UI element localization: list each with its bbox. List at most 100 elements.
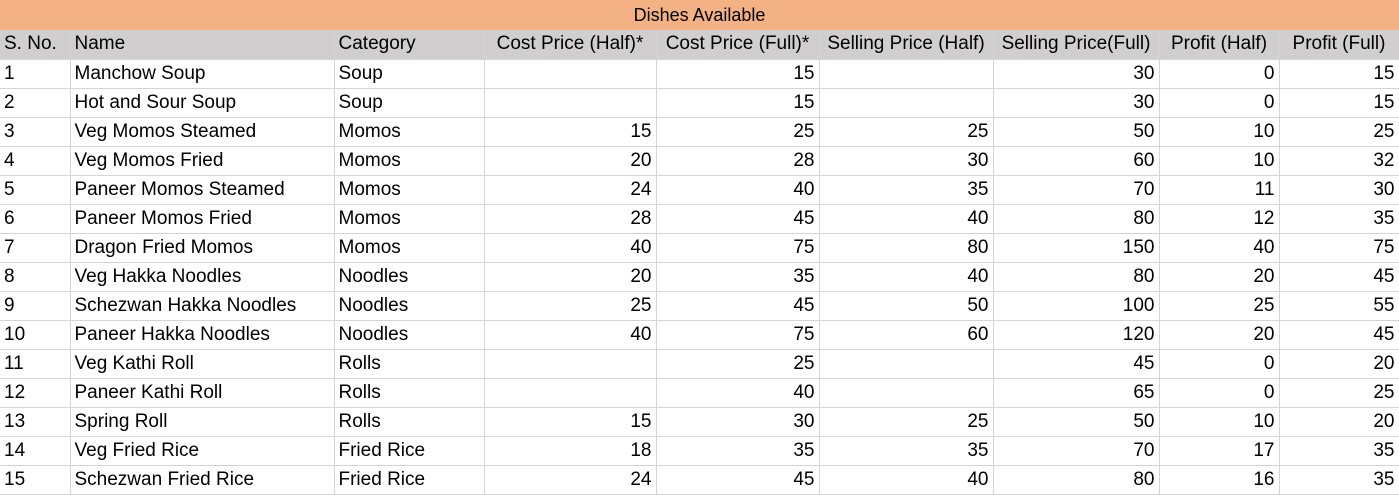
cell-profit-half[interactable]: 10	[1159, 146, 1280, 176]
cell-cost-full[interactable]: 75	[656, 320, 820, 350]
cell-selling-half[interactable]: 60	[819, 320, 994, 350]
cell-selling-half[interactable]: 40	[819, 204, 994, 234]
cell-category[interactable]: Rolls	[334, 349, 485, 379]
cell-name[interactable]: Paneer Kathi Roll	[70, 378, 335, 408]
cell-selling-full[interactable]: 80	[993, 204, 1160, 234]
cell-name[interactable]: Veg Kathi Roll	[70, 349, 335, 379]
cell-selling-full[interactable]: 50	[993, 407, 1160, 437]
cell-profit-full[interactable]: 20	[1279, 349, 1399, 379]
cell-cost-half[interactable]: 40	[484, 233, 657, 263]
cell-profit-half[interactable]: 40	[1159, 233, 1280, 263]
cell-sno[interactable]: 7	[0, 233, 71, 263]
cell-cost-half[interactable]	[484, 59, 657, 89]
cell-selling-full[interactable]: 80	[993, 262, 1160, 292]
cell-category[interactable]: Rolls	[334, 407, 485, 437]
cell-profit-half[interactable]: 16	[1159, 465, 1280, 495]
cell-cost-half[interactable]	[484, 378, 657, 408]
cell-sno[interactable]: 2	[0, 88, 71, 118]
cell-sno[interactable]: 12	[0, 378, 71, 408]
cell-cost-half[interactable]: 15	[484, 117, 657, 147]
cell-cost-full[interactable]: 15	[656, 88, 820, 118]
cell-selling-half[interactable]: 80	[819, 233, 994, 263]
cell-profit-full[interactable]: 45	[1279, 320, 1399, 350]
cell-profit-full[interactable]: 15	[1279, 59, 1399, 89]
cell-profit-half[interactable]: 11	[1159, 175, 1280, 205]
cell-profit-half[interactable]: 0	[1159, 378, 1280, 408]
cell-profit-full[interactable]: 45	[1279, 262, 1399, 292]
cell-name[interactable]: Hot and Sour Soup	[70, 88, 335, 118]
cell-cost-full[interactable]: 45	[656, 465, 820, 495]
cell-profit-full[interactable]: 55	[1279, 291, 1399, 321]
cell-name[interactable]: Veg Hakka Noodles	[70, 262, 335, 292]
cell-sno[interactable]: 5	[0, 175, 71, 205]
cell-selling-half[interactable]: 40	[819, 465, 994, 495]
cell-cost-full[interactable]: 25	[656, 117, 820, 147]
column-header-name[interactable]: Name	[70, 30, 335, 60]
cell-profit-half[interactable]: 20	[1159, 262, 1280, 292]
cell-cost-half[interactable]: 15	[484, 407, 657, 437]
cell-cost-half[interactable]: 24	[484, 175, 657, 205]
cell-profit-half[interactable]: 10	[1159, 407, 1280, 437]
cell-profit-full[interactable]: 35	[1279, 465, 1399, 495]
cell-profit-full[interactable]: 15	[1279, 88, 1399, 118]
cell-sno[interactable]: 11	[0, 349, 71, 379]
cell-cost-full[interactable]: 28	[656, 146, 820, 176]
cell-profit-full[interactable]: 75	[1279, 233, 1399, 263]
cell-cost-full[interactable]: 15	[656, 59, 820, 89]
cell-cost-full[interactable]: 45	[656, 291, 820, 321]
cell-selling-full[interactable]: 70	[993, 175, 1160, 205]
cell-selling-full[interactable]: 60	[993, 146, 1160, 176]
cell-cost-half[interactable]: 24	[484, 465, 657, 495]
cell-category[interactable]: Noodles	[334, 291, 485, 321]
cell-selling-full[interactable]: 70	[993, 436, 1160, 466]
cell-category[interactable]: Fried Rice	[334, 436, 485, 466]
cell-profit-half[interactable]: 17	[1159, 436, 1280, 466]
cell-sno[interactable]: 9	[0, 291, 71, 321]
cell-cost-full[interactable]: 45	[656, 204, 820, 234]
cell-profit-half[interactable]: 0	[1159, 59, 1280, 89]
cell-selling-full[interactable]: 120	[993, 320, 1160, 350]
cell-profit-full[interactable]: 32	[1279, 146, 1399, 176]
cell-name[interactable]: Schezwan Fried Rice	[70, 465, 335, 495]
cell-category[interactable]: Momos	[334, 175, 485, 205]
cell-cost-full[interactable]: 30	[656, 407, 820, 437]
cell-category[interactable]: Rolls	[334, 378, 485, 408]
cell-sno[interactable]: 3	[0, 117, 71, 147]
cell-name[interactable]: Paneer Momos Fried	[70, 204, 335, 234]
cell-selling-half[interactable]: 25	[819, 117, 994, 147]
column-header-profit-half[interactable]: Profit (Half)	[1159, 30, 1280, 60]
cell-category[interactable]: Momos	[334, 117, 485, 147]
cell-category[interactable]: Noodles	[334, 262, 485, 292]
cell-cost-half[interactable]	[484, 349, 657, 379]
cell-selling-full[interactable]: 30	[993, 88, 1160, 118]
cell-cost-full[interactable]: 35	[656, 262, 820, 292]
cell-cost-half[interactable]	[484, 88, 657, 118]
cell-selling-half[interactable]: 25	[819, 407, 994, 437]
cell-name[interactable]: Veg Fried Rice	[70, 436, 335, 466]
cell-profit-half[interactable]: 0	[1159, 349, 1280, 379]
cell-category[interactable]: Fried Rice	[334, 465, 485, 495]
cell-profit-full[interactable]: 25	[1279, 117, 1399, 147]
column-header-cost-half[interactable]: Cost Price (Half)*	[484, 30, 657, 60]
cell-selling-full[interactable]: 80	[993, 465, 1160, 495]
column-header-profit-full[interactable]: Profit (Full)	[1279, 30, 1399, 60]
cell-cost-full[interactable]: 25	[656, 349, 820, 379]
cell-category[interactable]: Noodles	[334, 320, 485, 350]
cell-cost-half[interactable]: 18	[484, 436, 657, 466]
cell-selling-half[interactable]: 35	[819, 175, 994, 205]
column-header-cost-full[interactable]: Cost Price (Full)*	[656, 30, 820, 60]
cell-selling-half[interactable]	[819, 59, 994, 89]
cell-cost-full[interactable]: 35	[656, 436, 820, 466]
cell-selling-half[interactable]	[819, 349, 994, 379]
cell-cost-full[interactable]: 40	[656, 378, 820, 408]
cell-cost-half[interactable]: 28	[484, 204, 657, 234]
cell-profit-full[interactable]: 35	[1279, 204, 1399, 234]
cell-category[interactable]: Momos	[334, 146, 485, 176]
cell-selling-full[interactable]: 150	[993, 233, 1160, 263]
column-header-selling-full[interactable]: Selling Price(Full)	[993, 30, 1160, 60]
cell-sno[interactable]: 4	[0, 146, 71, 176]
cell-selling-half[interactable]: 30	[819, 146, 994, 176]
cell-sno[interactable]: 15	[0, 465, 71, 495]
cell-profit-full[interactable]: 25	[1279, 378, 1399, 408]
column-header-sno[interactable]: S. No.	[0, 30, 71, 60]
